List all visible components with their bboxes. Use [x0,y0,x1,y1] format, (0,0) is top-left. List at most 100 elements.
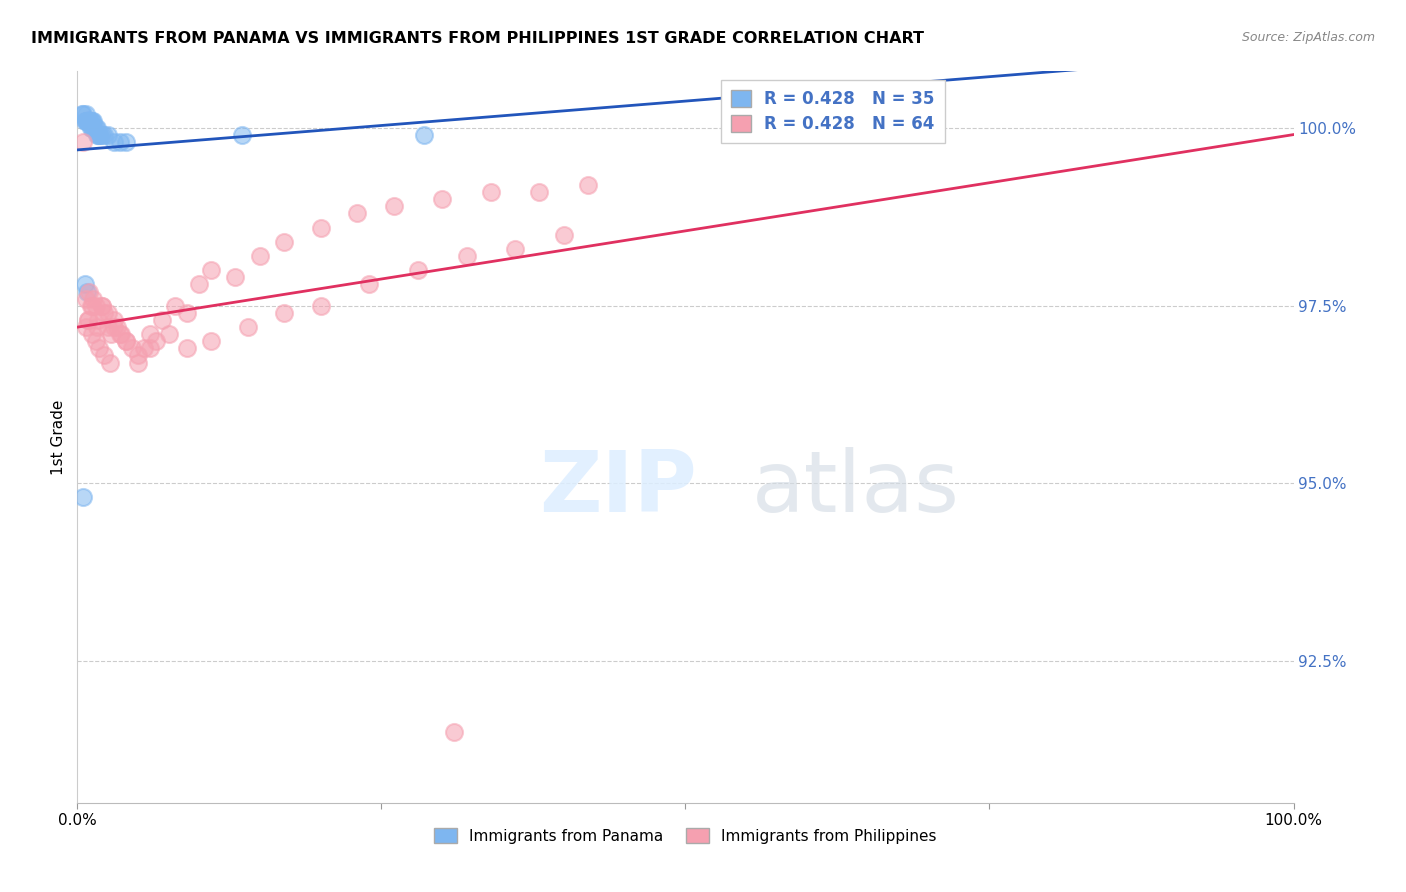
Point [359,277,381,292]
Point [309,299,332,313]
Point [231,128,253,143]
Point [82,114,104,128]
Point [273,306,295,320]
Point [89,341,111,355]
Point [103,313,125,327]
Point [107,320,129,334]
Point [89,128,111,143]
Point [273,235,295,249]
Point [90,299,112,313]
Point [121,341,143,355]
Point [97,320,120,334]
Point [139,327,162,342]
Point [84,121,107,136]
Point [90,128,112,143]
Point [157,327,180,342]
Point [80,121,103,136]
Point [188,277,211,292]
Point [87,128,110,143]
Point [553,227,575,242]
Point [103,136,125,150]
Point [346,206,368,220]
Point [84,334,107,349]
Point [72,136,94,150]
Point [93,128,115,143]
Point [86,128,108,143]
Point [97,128,120,143]
Point [70,107,93,121]
Point [108,136,131,150]
Point [103,320,125,334]
Point [76,285,98,299]
Point [443,724,465,739]
Point [72,107,94,121]
Point [134,341,156,355]
Point [93,348,115,362]
Point [249,249,271,263]
Point [77,114,100,128]
Point [115,334,138,349]
Point [108,327,131,342]
Point [72,491,94,505]
Point [152,313,174,327]
Point [86,121,108,136]
Point [115,136,138,150]
Point [77,114,100,128]
Point [224,270,246,285]
Point [93,306,115,320]
Point [200,334,222,349]
Point [100,327,122,342]
Point [576,178,599,192]
Point [89,128,111,143]
Point [84,299,107,313]
Point [176,306,198,320]
Point [80,299,103,313]
Text: IMMIGRANTS FROM PANAMA VS IMMIGRANTS FROM PHILIPPINES 1ST GRADE CORRELATION CHAR: IMMIGRANTS FROM PANAMA VS IMMIGRANTS FRO… [31,31,924,46]
Point [139,341,162,355]
Point [309,220,332,235]
Point [90,299,112,313]
Point [456,249,478,263]
Point [77,313,100,327]
Point [176,341,198,355]
Point [430,192,453,206]
Point [479,185,502,199]
Point [163,299,186,313]
Point [79,114,101,128]
Point [382,199,405,213]
Point [75,320,97,334]
Point [406,263,429,277]
Point [80,299,103,313]
Text: ZIP: ZIP [540,447,697,530]
Text: atlas: atlas [752,447,960,530]
Point [75,292,97,306]
Text: Source: ZipAtlas.com: Source: ZipAtlas.com [1241,31,1375,45]
Point [97,306,120,320]
Point [127,348,149,362]
Point [75,114,97,128]
Point [80,114,103,128]
Point [77,313,100,327]
Point [110,327,132,342]
Point [87,313,110,327]
Point [98,355,121,369]
Point [73,277,96,292]
Legend: Immigrants from Panama, Immigrants from Philippines: Immigrants from Panama, Immigrants from … [427,822,943,850]
Point [82,121,104,136]
Point [115,334,138,349]
Point [413,128,436,143]
Point [86,320,108,334]
Point [76,114,98,128]
Point [200,263,222,277]
Y-axis label: 1st Grade: 1st Grade [51,400,66,475]
Point [80,121,103,136]
Point [76,114,98,128]
Point [503,242,526,256]
Point [73,114,96,128]
Point [80,327,103,342]
Point [236,320,259,334]
Point [83,121,105,136]
Point [80,114,103,128]
Point [79,114,101,128]
Point [75,107,97,121]
